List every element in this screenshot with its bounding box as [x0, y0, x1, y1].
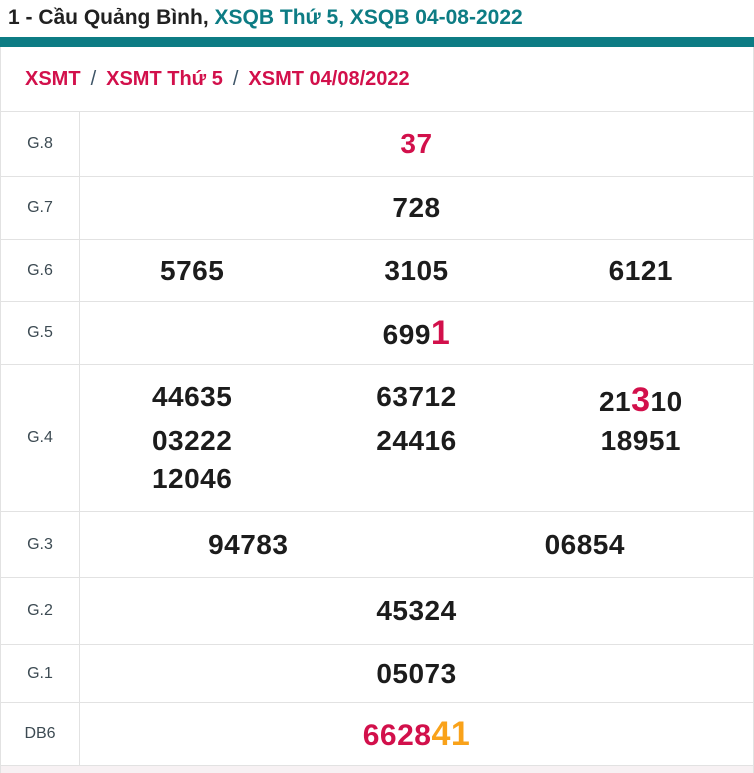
- breadcrumb-item-xsmt[interactable]: XSMT: [25, 67, 81, 90]
- teal-divider-bar: [0, 37, 754, 47]
- prize-row-g8: G.8 37: [1, 111, 753, 176]
- prize-row-g1: G.1 05073: [1, 644, 753, 702]
- prize-number-g6-2: 3105: [384, 254, 449, 286]
- prize-number-g4-6: 18951: [600, 425, 681, 456]
- next-section-preview: [1, 765, 753, 773]
- prize-number-g3-2: 06854: [544, 528, 625, 560]
- digit-highlight: 3: [631, 381, 651, 419]
- prize-number-g2: 45324: [376, 595, 457, 626]
- prize-row-g7: G.7 728: [1, 176, 753, 239]
- prize-label-g1: G.1: [1, 645, 80, 702]
- prize-label-g5: G.5: [1, 302, 80, 364]
- prize-number-g8: 37: [400, 128, 433, 159]
- prize-row-g3: G.3 94783 06854: [1, 511, 753, 577]
- prize-number-g4-2: 63712: [376, 381, 457, 412]
- prize-number-g4-1: 44635: [151, 381, 233, 412]
- prize-number-g4-4: 03222: [151, 425, 233, 456]
- prize-row-g5: G.5 6991: [1, 301, 753, 364]
- prize-label-db6: DB6: [1, 703, 80, 765]
- prize-label-g2: G.2: [1, 578, 80, 644]
- prize-number-db6: 662841: [80, 717, 753, 751]
- prize-number-g6-3: 6121: [608, 254, 673, 286]
- digits-highlight-red: 6628: [362, 719, 432, 752]
- prize-label-g8: G.8: [1, 112, 80, 176]
- prize-number-g4-3: 21310: [529, 383, 753, 417]
- digits-normal: 699: [382, 319, 431, 350]
- breadcrumb-item-xsmt-date[interactable]: XSMT 04/08/2022: [248, 67, 410, 90]
- breadcrumb-item-xsmt-thu5[interactable]: XSMT Thứ 5: [106, 67, 223, 90]
- prize-number-g7: 728: [392, 192, 441, 223]
- prize-row-g4: G.4 44635 63712 21310 03222 24416 18951 …: [1, 364, 753, 511]
- prize-g4-grid: 44635 63712 21310 03222 24416 18951 1204…: [80, 365, 753, 511]
- prize-label-g3: G.3: [1, 512, 80, 577]
- breadcrumb: XSMT / XSMT Thứ 5 / XSMT 04/08/2022: [1, 47, 753, 111]
- digits-normal: 10: [650, 386, 683, 417]
- prize-label-g6: G.6: [1, 240, 80, 301]
- breadcrumb-separator: /: [90, 67, 97, 90]
- prize-number-g4-7: 12046: [151, 463, 233, 494]
- prize-number-g1: 05073: [376, 657, 457, 689]
- empty-cell: [529, 465, 753, 493]
- prize-number-g3-1: 94783: [208, 528, 289, 560]
- prize-number-g5: 6991: [80, 316, 753, 350]
- page-title-prefix: 1 - Cầu Quảng Bình,: [8, 6, 209, 29]
- prize-row-g2: G.2 45324: [1, 577, 753, 644]
- prize-row-db6: DB6 662841: [1, 702, 753, 765]
- prize-row-g6: G.6 5765 3105 6121: [1, 239, 753, 301]
- prize-number-g6-1: 5765: [160, 254, 225, 286]
- breadcrumb-separator: /: [232, 67, 239, 90]
- digits-normal: 21: [598, 386, 632, 417]
- page-title: 1 - Cầu Quảng Bình, XSQB Thứ 5, XSQB 04-…: [0, 0, 754, 37]
- prize-number-g4-5: 24416: [376, 425, 457, 456]
- results-box: XSMT / XSMT Thứ 5 / XSMT 04/08/2022 G.8 …: [0, 47, 754, 773]
- empty-cell: [304, 465, 528, 493]
- digit-highlight: 1: [430, 314, 451, 352]
- page-title-link[interactable]: XSQB Thứ 5, XSQB 04-08-2022: [214, 6, 523, 29]
- digits-highlight-orange: 41: [431, 715, 471, 753]
- prize-label-g4: G.4: [1, 365, 80, 511]
- prize-label-g7: G.7: [1, 177, 80, 239]
